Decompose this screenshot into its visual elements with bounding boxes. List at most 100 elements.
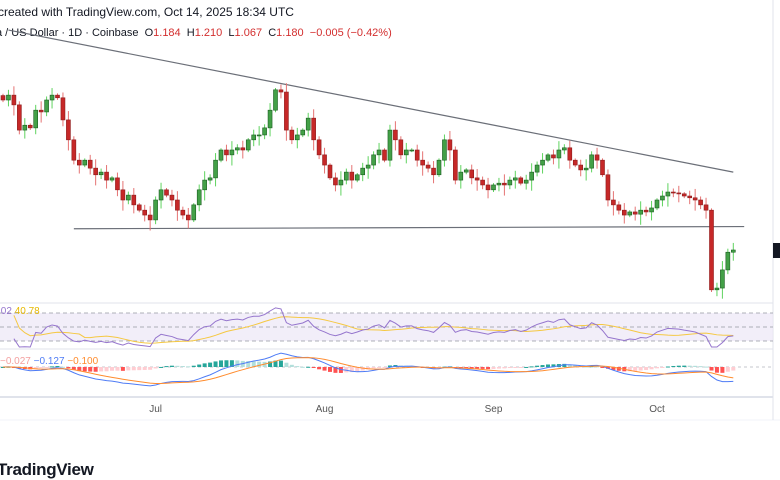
candle-body [687, 195, 693, 199]
macd-histogram-bar [638, 367, 643, 371]
macd-histogram-bar [714, 367, 719, 373]
macd-histogram-bar [496, 367, 501, 369]
candle-body [322, 154, 327, 166]
candle-body [611, 199, 616, 206]
candle-body [294, 134, 300, 141]
candle-body [191, 204, 197, 221]
macd-histogram-bar [616, 367, 621, 371]
tradingview-logo: TradingView [0, 460, 94, 479]
candle-body [213, 159, 218, 179]
macd-histogram-bar [104, 367, 109, 372]
candle-body [692, 197, 698, 201]
candle-body [681, 193, 687, 197]
candle-body [398, 139, 404, 156]
macd-histogram-bar [469, 367, 474, 369]
candle-body [365, 164, 371, 169]
candle-body [425, 164, 431, 169]
macd-histogram-bar [671, 365, 676, 367]
candle-body [730, 249, 736, 253]
macd-line [2, 352, 734, 387]
candle-body [17, 104, 22, 131]
macd-histogram-bar [535, 365, 540, 367]
candle-body [627, 211, 633, 216]
macd-histogram-bar [704, 366, 709, 368]
candle-body [27, 124, 33, 129]
macd-histogram-bar [611, 367, 616, 370]
candle-body [360, 167, 366, 176]
candle-body [491, 184, 496, 191]
macd-histogram-bar [382, 367, 387, 368]
candle-body [316, 139, 322, 156]
macd-histogram-value: −0.027 [0, 356, 31, 367]
macd-histogram-bar [562, 363, 567, 367]
candle-body [93, 167, 98, 176]
macd-histogram-bar [289, 364, 294, 367]
macd-histogram-bar [687, 365, 692, 367]
macd-histogram-bar [93, 367, 98, 372]
candle-body [22, 124, 28, 131]
macd-histogram-bar [284, 362, 289, 367]
macd-histogram-bar [655, 367, 659, 369]
candle-body [240, 147, 246, 151]
macd-histogram-bar [349, 367, 354, 373]
macd-histogram-bar [60, 366, 65, 368]
macd-histogram-bar [191, 365, 196, 367]
macd-histogram-bar [1, 367, 5, 368]
macd-histogram-bar [480, 367, 485, 369]
candle-body [474, 177, 480, 181]
macd-histogram-bar [257, 361, 262, 367]
candle-body [382, 149, 387, 161]
candle-body [703, 204, 709, 211]
macd-histogram-bar [159, 366, 164, 368]
candle-body [349, 171, 355, 181]
candle-body [594, 154, 600, 161]
candle-body [175, 199, 180, 211]
candle-body [654, 199, 660, 209]
macd-histogram-bar [180, 366, 185, 368]
candle-body [431, 167, 436, 176]
candle-body [453, 149, 458, 181]
macd-histogram-bar [251, 361, 256, 367]
macd-histogram-bar [295, 366, 300, 368]
candle-body [77, 159, 82, 166]
candle-body [649, 207, 654, 213]
candle-body [153, 199, 158, 221]
macd-histogram-bar [164, 366, 169, 368]
macd-histogram-bar [660, 367, 665, 368]
candle-body [49, 94, 55, 101]
macd-histogram-bar [33, 367, 38, 369]
macd-histogram-bar [88, 367, 93, 372]
candle-body [207, 177, 213, 181]
macd-histogram-bar [213, 361, 218, 367]
candle-body [671, 191, 676, 194]
macd-histogram-bar [633, 367, 638, 372]
macd-histogram-bar [99, 367, 104, 372]
candle-body [169, 194, 175, 201]
macd-histogram-bar [82, 367, 87, 372]
time-axis-label: Jul [149, 404, 162, 415]
candle-body [600, 159, 605, 176]
candle-body [186, 214, 191, 221]
macd-histogram-bar [377, 367, 382, 368]
macd-histogram-bar [55, 365, 60, 367]
macd-histogram-bar [131, 367, 136, 371]
open-label: O [144, 27, 154, 39]
candle-body [442, 139, 447, 161]
rsi-ma-value: 40.78 [14, 306, 40, 317]
macd-histogram-bar [120, 367, 125, 371]
candle-body [131, 194, 137, 206]
macd-histogram-bar [731, 367, 736, 371]
candle-body [414, 149, 420, 161]
candle-body [256, 134, 262, 137]
candle-body [262, 127, 267, 136]
macd-histogram-bar [273, 360, 278, 367]
rsi-value: .02 [0, 306, 12, 317]
price-chart[interactable]: Jul Aug Sep Oct [0, 0, 780, 470]
macd-histogram-bar [268, 361, 273, 367]
macd-histogram-bar [71, 367, 76, 370]
macd-histogram-bar [77, 367, 82, 372]
macd-histogram-bar [306, 366, 311, 368]
candle-body [480, 179, 485, 186]
close-value: 1.180 [276, 27, 304, 39]
macd-histogram-bar [698, 366, 703, 368]
